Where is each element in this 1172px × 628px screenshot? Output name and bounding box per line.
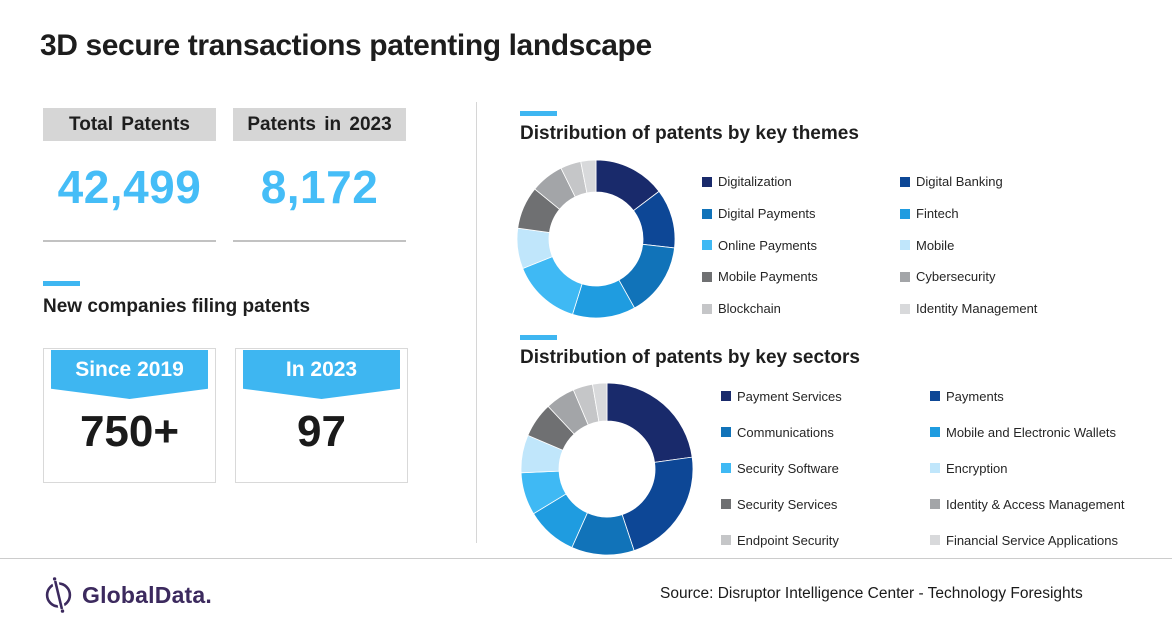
legend-swatch-icon <box>930 391 940 401</box>
stat-value: 8,172 <box>260 161 379 213</box>
legend-swatch-icon <box>702 176 712 187</box>
legend-swatch-icon <box>930 535 940 545</box>
stat-underline <box>43 240 216 242</box>
donut-chart-themes <box>516 159 676 319</box>
legend-swatch-icon <box>721 499 731 509</box>
legend-item: Mobile Payments <box>702 269 900 284</box>
legend-label: Endpoint Security <box>737 532 839 548</box>
legend-item: Endpoint Security <box>721 533 930 548</box>
card-value: 97 <box>297 407 346 456</box>
legend-item: Mobile and Electronic Wallets <box>930 425 1124 440</box>
legend-swatch-icon <box>900 208 910 219</box>
legend-swatch-icon <box>721 535 731 545</box>
card-banner-ribbon: Since 2019 <box>51 350 208 399</box>
stat-value: 42,499 <box>57 161 202 213</box>
legend-label: Digitalization <box>718 174 792 190</box>
legend-themes: Digitalization Digital Banking Digital Pay… <box>702 166 1037 324</box>
legend-item: Payments <box>930 389 1124 404</box>
logo-text: GlobalData. <box>82 581 213 608</box>
page-title: 3D secure transactions patenting landsca… <box>40 29 652 62</box>
legend-label: Online Payments <box>718 237 817 253</box>
legend-label: Blockchain <box>718 301 781 317</box>
chart-title-sectors: Distribution of patents by key sectors <box>520 347 860 368</box>
card-in-2023: In 2023 97 <box>235 348 408 483</box>
chart-title-themes: Distribution of patents by key themes <box>520 123 859 144</box>
donut-segment <box>580 159 597 194</box>
stat-box-patents-2023: Patents in 2023 8,172 <box>233 108 406 242</box>
legend-item: Communications <box>721 425 930 440</box>
card-since-2019: Since 2019 750+ <box>43 348 216 483</box>
legend-label: Cybersecurity <box>916 269 996 285</box>
legend-item: Payment Services <box>721 389 930 404</box>
donut-segment <box>592 382 608 423</box>
legend-swatch-icon <box>702 271 712 282</box>
legend-swatch-icon <box>721 463 731 473</box>
legend-label: Fintech <box>916 206 959 222</box>
legend-swatch-icon <box>721 427 731 437</box>
donut-segment <box>621 456 694 552</box>
legend-item: Digital Payments <box>702 206 900 221</box>
legend-item: Identity Management <box>900 301 1037 316</box>
legend-label: Security Services <box>737 496 838 512</box>
legend-swatch-icon <box>702 240 712 251</box>
section-heading-new-companies: New companies filing patents <box>43 296 311 317</box>
legend-label: Encryption <box>946 460 1008 476</box>
legend-label: Payments <box>946 388 1004 404</box>
legend-item: Identity & Access Management <box>930 497 1124 512</box>
legend-item: Digitalization <box>702 174 900 189</box>
legend-swatch-icon <box>900 176 910 187</box>
legend-label: Communications <box>737 424 834 440</box>
donut-chart-sectors <box>520 382 694 556</box>
globaldata-circle-slash-icon <box>45 577 72 613</box>
legend-swatch-icon <box>930 427 940 437</box>
stat-label: Total Patents <box>43 108 216 141</box>
legend-swatch-icon <box>721 391 731 401</box>
legend-item: Security Services <box>721 497 930 512</box>
legend-label: Security Software <box>737 460 839 476</box>
legend-label: Mobile Payments <box>718 269 818 285</box>
legend-item: Online Payments <box>702 238 900 253</box>
card-banner-ribbon: In 2023 <box>243 350 400 399</box>
vertical-divider <box>476 102 477 543</box>
legend-label: Digital Banking <box>916 174 1003 190</box>
donut-segment <box>606 382 693 463</box>
stat-box-total-patents: Total Patents 42,499 <box>43 108 216 242</box>
footer-divider <box>0 558 1172 559</box>
legend-item: Security Software <box>721 461 930 476</box>
legend-swatch-icon <box>702 303 712 314</box>
stat-underline <box>233 240 406 242</box>
legend-item: Encryption <box>930 461 1124 476</box>
legend-label: Payment Services <box>737 388 842 404</box>
legend-swatch-icon <box>930 499 940 509</box>
legend-label: Identity & Access Management <box>946 496 1125 512</box>
legend-swatch-icon <box>702 208 712 219</box>
legend-sectors: Payment Services Payments Communications Mo… <box>721 378 1124 558</box>
globaldata-logo: GlobalData. <box>44 577 212 613</box>
card-value: 750+ <box>79 407 180 456</box>
legend-label: Digital Payments <box>718 206 816 222</box>
section-accent-dash <box>520 335 557 340</box>
legend-swatch-icon <box>900 240 910 251</box>
section-accent-dash <box>520 111 557 116</box>
legend-label: Financial Service Applications <box>946 532 1118 548</box>
section-accent-dash <box>43 281 80 286</box>
legend-swatch-icon <box>900 271 910 282</box>
legend-label: Identity Management <box>916 301 1038 317</box>
legend-item: Digital Banking <box>900 174 1037 189</box>
legend-item: Cybersecurity <box>900 269 1037 284</box>
source-text: Source: Disruptor Intelligence Center - … <box>660 585 1083 602</box>
legend-item: Mobile <box>900 238 1037 253</box>
legend-swatch-icon <box>900 303 910 314</box>
legend-label: Mobile <box>916 237 955 253</box>
legend-item: Blockchain <box>702 301 900 316</box>
stat-label: Patents in 2023 <box>233 108 406 141</box>
legend-label: Mobile and Electronic Wallets <box>946 424 1117 440</box>
legend-item: Fintech <box>900 206 1037 221</box>
legend-item: Financial Service Applications <box>930 533 1124 548</box>
legend-swatch-icon <box>930 463 940 473</box>
